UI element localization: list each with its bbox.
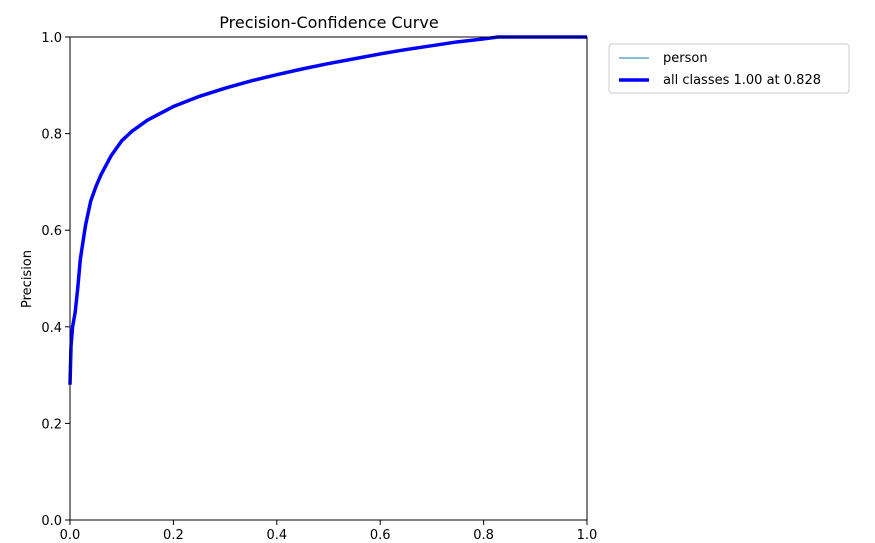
y-axis-ticks: 0.0 0.2 0.4 0.6 0.8 1.0 [41,31,70,529]
x-tick-label: 1.0 [577,528,598,543]
plot-frame [69,36,588,521]
y-tick-label: 0.6 [41,224,62,239]
y-tick-label: 0.0 [41,514,62,529]
x-tick-label: 0.6 [370,528,391,543]
y-tick-label: 1.0 [41,31,62,46]
x-axis-ticks: 0.0 0.2 0.4 0.6 0.8 1.0 [60,520,598,543]
x-tick-label: 0.4 [266,528,287,543]
legend-all-classes-label: all classes 1.00 at 0.828 [663,73,821,88]
series-layer [68,35,587,385]
y-axis-label: Precision [20,250,35,308]
x-tick-label: 0.8 [473,528,494,543]
series-line-all-classes [68,35,587,385]
y-tick-label: 0.8 [41,128,62,143]
y-tick-label: 0.2 [41,417,62,432]
legend: person all classes 1.00 at 0.828 [608,43,850,94]
legend-person-label: person [663,51,708,66]
chart-title: Precision-Confidence Curve [219,13,438,32]
x-tick-label: 0.2 [163,528,184,543]
legend-frame [608,43,850,94]
x-tick-label: 0.0 [60,528,81,543]
y-tick-label: 0.4 [41,321,62,336]
